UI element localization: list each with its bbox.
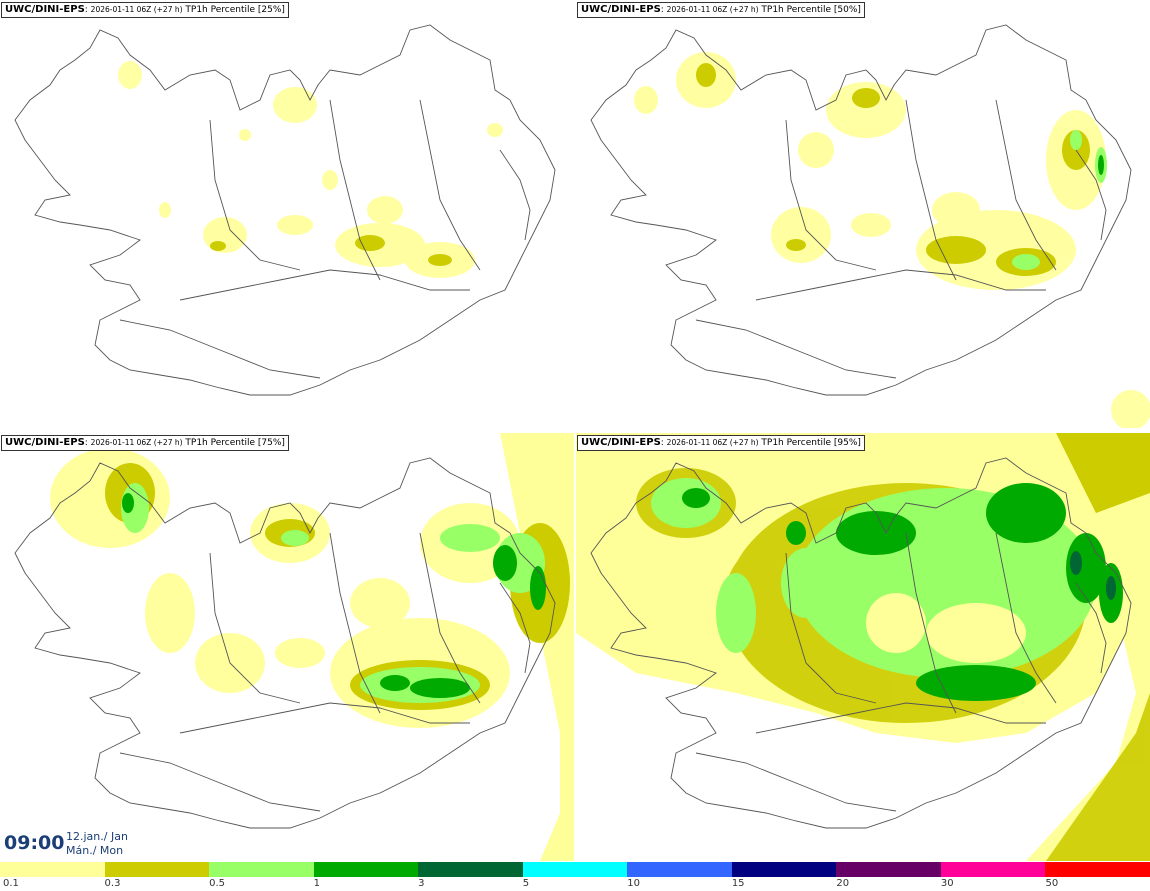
- field-name: TP1h Percentile [50%]: [761, 5, 861, 15]
- model-name: UWC/DINI-EPS: [581, 4, 661, 15]
- run-time: 2026-01-11 06Z (+27 h): [90, 438, 183, 447]
- valid-date-line2: Mán./ Mon: [66, 844, 124, 857]
- field-name: TP1h Percentile [25%]: [185, 5, 285, 15]
- map-panel-p25: UWC/DINI-EPS: 2026-01-11 06Z (+27 h) TP1…: [0, 0, 574, 428]
- valid-date-line1: 12.jan./ Jan: [66, 830, 128, 843]
- scale-label-0: 0.1: [3, 878, 19, 889]
- scale-color-1: [104, 862, 210, 877]
- model-name: UWC/DINI-EPS: [5, 4, 85, 15]
- panel-title-p75: UWC/DINI-EPS: 2026-01-11 06Z (+27 h) TP1…: [1, 435, 289, 451]
- scale-label-8: 20: [836, 878, 850, 889]
- scale-color-4: [418, 862, 524, 877]
- scale-label-9: 30: [940, 878, 954, 889]
- map-panel-p95: UWC/DINI-EPS: 2026-01-11 06Z (+27 h) TP1…: [576, 433, 1150, 861]
- scale-color-2: [209, 862, 315, 877]
- scale-color-6: [627, 862, 733, 877]
- valid-time-box: 09:00 12.jan./ Jan Mán./ Mon: [0, 824, 140, 861]
- valid-time: 09:00: [4, 832, 65, 854]
- scale-label-10: 50: [1045, 878, 1059, 889]
- scale-color-5: [522, 862, 628, 877]
- scale-label-3: 1: [313, 878, 320, 889]
- scale-color-7: [731, 862, 837, 877]
- precip-map-p95: [576, 433, 1150, 861]
- map-panel-p50: UWC/DINI-EPS: 2026-01-11 06Z (+27 h) TP1…: [576, 0, 1150, 428]
- run-time: 2026-01-11 06Z (+27 h): [90, 5, 183, 14]
- scale-label-6: 10: [627, 878, 640, 889]
- model-name: UWC/DINI-EPS: [581, 437, 661, 448]
- precip-map-p75: [14, 433, 574, 861]
- run-time: 2026-01-11 06Z (+27 h): [666, 5, 759, 14]
- map-panel-p75: UWC/DINI-EPS: 2026-01-11 06Z (+27 h) TP1…: [0, 433, 574, 861]
- scale-label-5: 5: [522, 878, 530, 889]
- valid-date: 12.jan./ Jan Mán./ Mon: [66, 830, 128, 858]
- scale-color-3: [313, 862, 419, 877]
- scale-label-2: 0.5: [209, 878, 225, 889]
- run-time: 2026-01-11 06Z (+27 h): [666, 438, 759, 447]
- field-name: TP1h Percentile [75%]: [185, 438, 285, 448]
- scale-color-10: [1045, 862, 1150, 877]
- panel-title-p25: UWC/DINI-EPS: 2026-01-11 06Z (+27 h) TP1…: [1, 2, 289, 18]
- scale-color-0: [0, 862, 105, 877]
- scale-label-4: 3: [418, 878, 425, 889]
- panel-title-p95: UWC/DINI-EPS: 2026-01-11 06Z (+27 h) TP1…: [577, 435, 865, 451]
- panel-title-p50: UWC/DINI-EPS: 2026-01-11 06Z (+27 h) TP1…: [577, 2, 865, 18]
- precip-map-p25: [14, 24, 556, 396]
- scale-label-1: 0.3: [104, 878, 121, 889]
- precip-map-p50: [590, 24, 1150, 428]
- field-name: TP1h Percentile [95%]: [761, 438, 861, 448]
- color-scale: 0.1 0.3 0.5 1 3 5 10 15 20 30 50: [0, 862, 1150, 891]
- scale-color-8: [836, 862, 942, 877]
- model-name: UWC/DINI-EPS: [5, 437, 85, 448]
- scale-label-7: 15: [731, 878, 745, 889]
- scale-color-9: [940, 862, 1046, 877]
